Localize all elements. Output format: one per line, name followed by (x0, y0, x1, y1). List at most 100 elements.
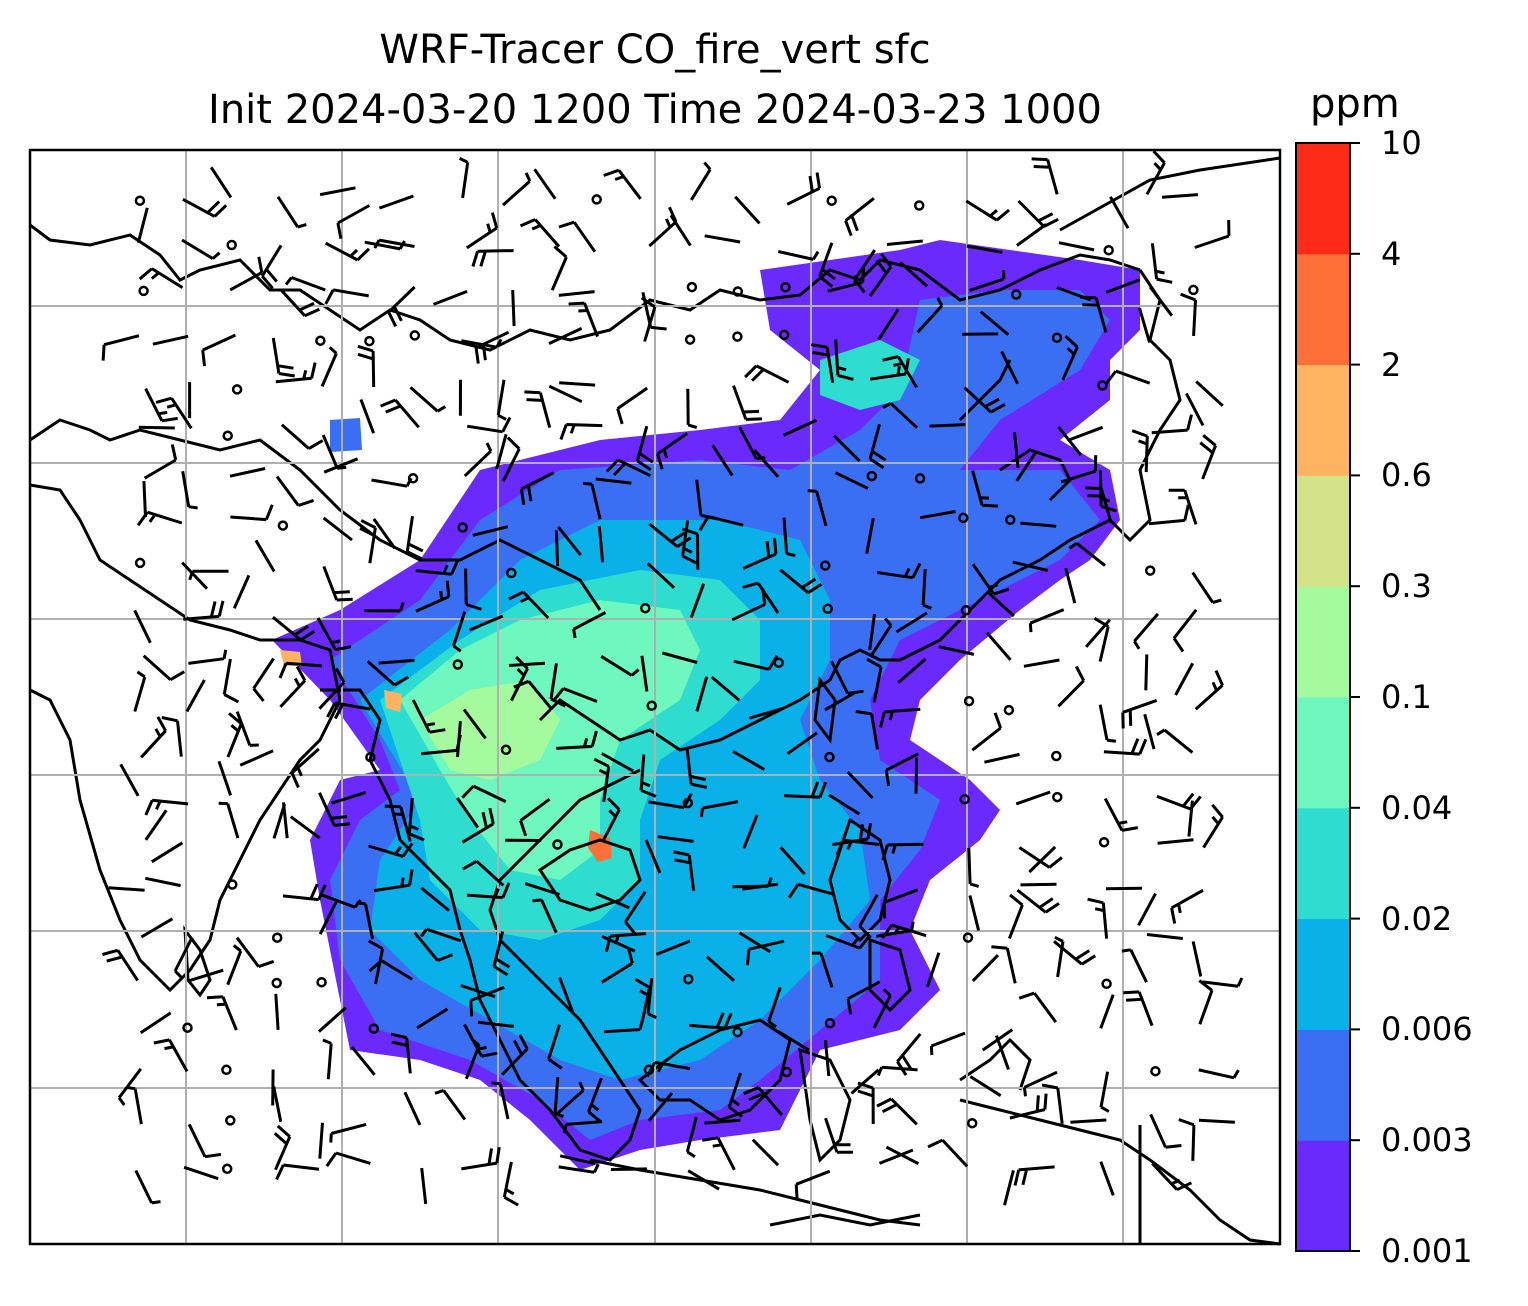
wind-barb (464, 568, 482, 611)
wind-barb (994, 1035, 1010, 1071)
wind-barb (1053, 940, 1097, 966)
wind-barb (502, 1161, 519, 1207)
wind-barb (868, 423, 887, 470)
wind-barb (639, 754, 657, 798)
wind-barb (865, 517, 875, 554)
tracer-shading (272, 240, 1140, 1170)
wind-barb (461, 338, 503, 349)
wind-barb (1149, 286, 1174, 317)
wind-barb (420, 927, 462, 943)
wind-barb (420, 886, 450, 912)
calm-wind-marker (134, 557, 146, 569)
calm-wind-marker (824, 1018, 836, 1029)
wind-barb (877, 308, 900, 341)
calm-wind-marker (966, 1117, 978, 1129)
wind-barb (548, 327, 583, 345)
wind-barb (640, 655, 649, 692)
wind-barb (405, 515, 424, 561)
calm-wind-marker (452, 659, 464, 670)
wind-barb (138, 425, 175, 430)
wind-barb (222, 658, 240, 704)
wind-barb (416, 1007, 449, 1030)
wind-barb (738, 931, 771, 954)
wind-barb (786, 172, 821, 206)
calm-wind-marker (963, 695, 975, 707)
wind-barb (886, 239, 923, 246)
wind-barb (743, 1086, 783, 1116)
wind-barb (552, 687, 598, 703)
wind-barb (183, 600, 225, 621)
wind-barb (461, 807, 495, 844)
wind-barb (688, 1012, 733, 1030)
wind-barb (927, 1138, 969, 1168)
wind-barb (235, 936, 275, 969)
wind-barb (1060, 455, 1098, 484)
wind-barb (794, 1169, 831, 1201)
map-frame (28, 148, 1282, 1246)
wind-barb (634, 978, 651, 1024)
colorbar-band (1296, 253, 1350, 366)
wind-barb (524, 390, 552, 428)
wind-barb (603, 168, 642, 200)
calm-wind-marker (226, 239, 237, 251)
wind-barb (559, 423, 603, 441)
wind-barb (1172, 608, 1198, 653)
wind-barb (1180, 292, 1197, 336)
wind-barb (555, 1081, 585, 1116)
wind-barb (519, 471, 555, 506)
wind-barb (601, 947, 634, 984)
calm-wind-marker (646, 700, 657, 711)
wind-barb (462, 859, 505, 887)
colorbar-tick-label: 0.04 (1381, 788, 1453, 827)
wind-barb (811, 951, 834, 988)
wind-barb (326, 701, 371, 720)
wind-barb (273, 1124, 292, 1171)
colorbar-tick-label: 2 (1381, 345, 1402, 384)
wind-barb (825, 934, 871, 950)
wind-barb (117, 1067, 142, 1106)
wind-barb (491, 1081, 510, 1120)
wind-barb (108, 886, 145, 892)
wind-barb (1099, 1161, 1115, 1196)
wind-barb (699, 800, 739, 818)
wind-barb (318, 901, 338, 935)
wind-barb (465, 212, 499, 250)
wind-barb (1016, 888, 1060, 914)
wind-barb (558, 977, 574, 1012)
wind-barb (1070, 1118, 1107, 1124)
wind-barb (662, 651, 698, 664)
wind-barb (1105, 886, 1143, 891)
calm-wind-marker (368, 1023, 380, 1034)
calm-wind-marker (962, 932, 974, 943)
wind-barb (1054, 935, 1065, 978)
wind-barb (557, 525, 582, 557)
wind-barb (513, 679, 553, 711)
wind-barb (732, 385, 762, 421)
wind-barb (1103, 738, 1148, 756)
wind-barb (188, 649, 228, 665)
wind-barb (143, 444, 178, 480)
wind-barb (101, 334, 140, 361)
calm-wind-marker (960, 605, 972, 616)
wind-barb (324, 288, 369, 305)
wind-barb (844, 197, 875, 237)
wind-barb (742, 537, 778, 570)
wind-barb (1198, 979, 1214, 1025)
wind-barb (971, 954, 1000, 982)
wind-barb (1031, 157, 1059, 195)
wind-barb (456, 797, 480, 829)
wind-barb (209, 166, 233, 199)
wind-barb (357, 344, 376, 388)
colorbar-band (1296, 475, 1350, 587)
wind-barb (635, 425, 654, 471)
calm-wind-marker (1098, 836, 1110, 848)
wind-barb (413, 931, 454, 962)
wind-barb (748, 706, 785, 720)
wind-barb (846, 980, 881, 1015)
wind-barb (878, 1148, 914, 1165)
wind-barb (409, 386, 447, 413)
wind-barb (742, 581, 780, 614)
wind-barb (921, 569, 932, 610)
calm-wind-marker (1097, 380, 1108, 391)
wind-barb (325, 1151, 371, 1167)
